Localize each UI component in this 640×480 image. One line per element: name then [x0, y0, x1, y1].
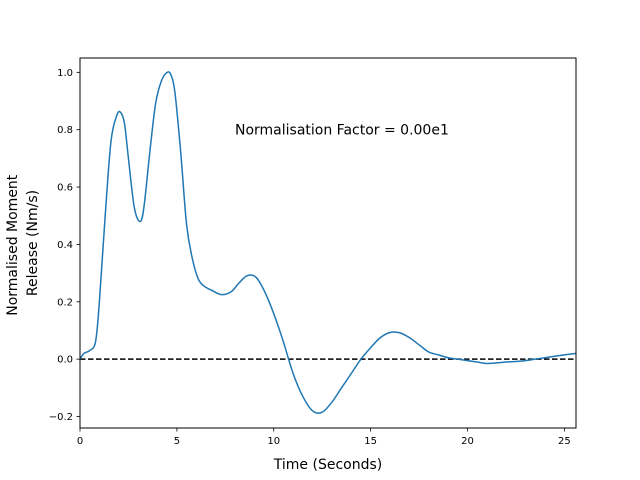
plot-area	[80, 58, 576, 428]
y-axis-label: Normalised Moment Release (Nm/s)	[5, 170, 41, 316]
y-tick-label: 1.0	[57, 68, 73, 79]
ticks-layer: 0 5 10 15 20 25 −0.2 0.0 0.2 0.4 0.6 0.8 1.0	[49, 68, 571, 447]
x-tick-label: 15	[364, 436, 377, 447]
y-tick-label: −0.2	[49, 412, 73, 423]
x-axis-label: Time (Seconds)	[273, 457, 382, 473]
y-tick-label: 0.0	[57, 355, 73, 366]
y-axis-label-line-1: Normalised Moment	[5, 174, 21, 316]
series-line-0	[79, 71, 577, 414]
x-tick-label: 5	[174, 436, 180, 447]
y-tick-label: 0.8	[57, 125, 73, 136]
x-tick-label: 25	[558, 436, 571, 447]
annotation-text: Normalisation Factor = 0.00e1	[235, 123, 449, 139]
x-tick-label: 20	[461, 436, 474, 447]
y-axis-label-line-2: Release (Nm/s)	[25, 190, 41, 296]
y-tick-label: 0.2	[57, 297, 73, 308]
x-tick-label: 10	[267, 436, 280, 447]
y-tick-label: 0.4	[57, 240, 73, 251]
x-tick-label: 0	[77, 436, 83, 447]
y-tick-label: 0.6	[57, 183, 73, 194]
plot-frame	[79, 57, 577, 429]
plot-layer	[79, 71, 577, 414]
